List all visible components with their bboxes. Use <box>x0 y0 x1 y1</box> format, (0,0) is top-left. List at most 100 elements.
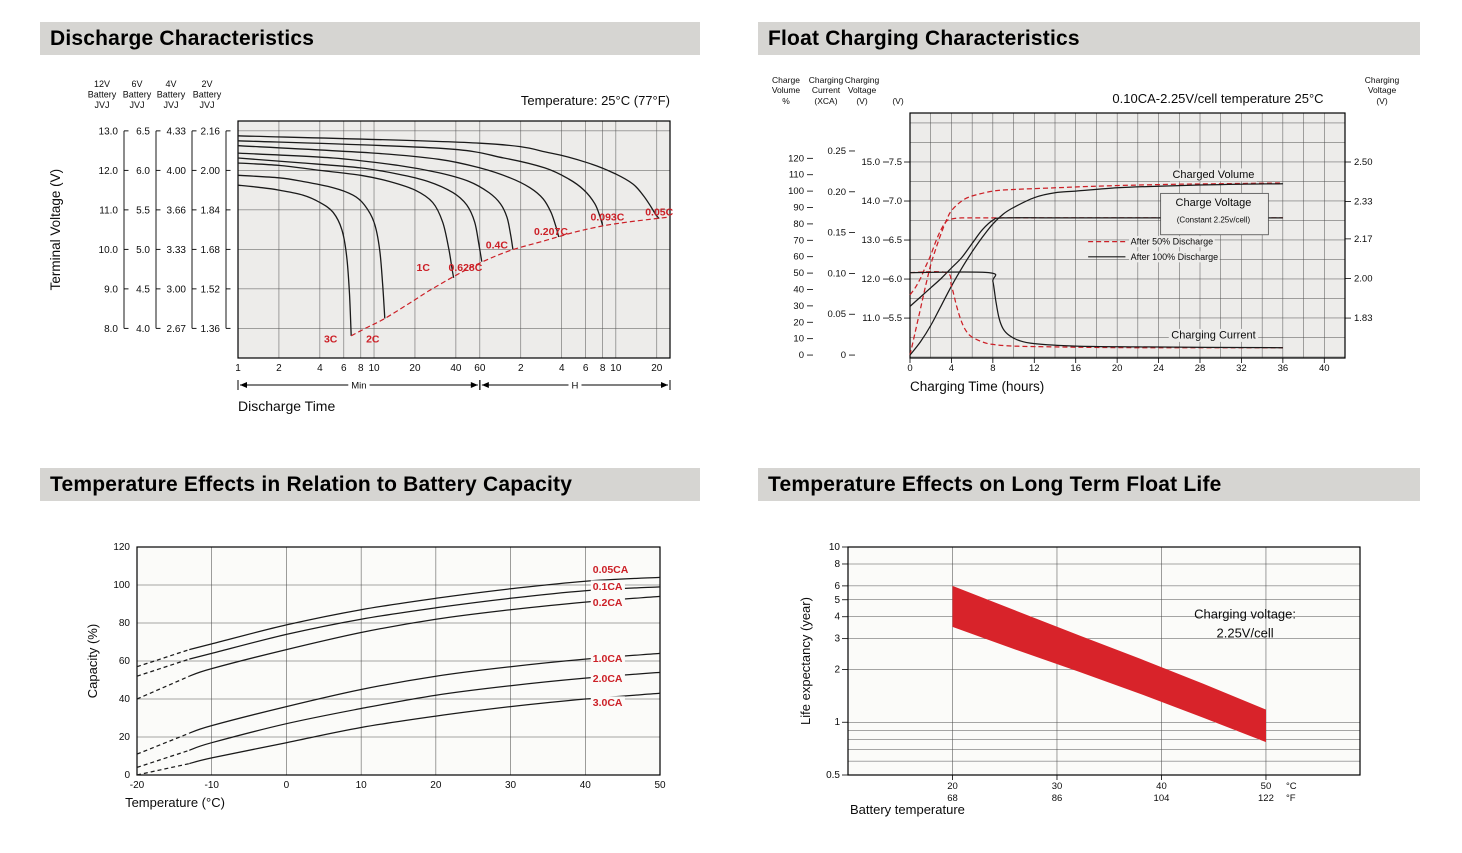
x-unit-celsius: °C <box>1286 781 1297 792</box>
axis-unit: % <box>782 96 790 106</box>
x-tick: 50 <box>654 780 666 791</box>
axis-tick: 7.0 <box>889 196 902 207</box>
x-tick: 10 <box>356 780 368 791</box>
rate-label-1C: 1C <box>416 262 430 274</box>
x-tick: 20 <box>430 780 442 791</box>
chart-annotation: Charging voltage: <box>1194 607 1296 622</box>
legend-entry: After 50% Discharge <box>1131 237 1214 247</box>
x-tick-min: 10 <box>368 363 380 374</box>
scale-tick: 8.0 <box>104 324 118 335</box>
chart-annotation: 0.10CA-2.25V/cell temperature 25°C <box>1112 91 1323 106</box>
x-tick: 40 <box>1319 363 1330 374</box>
axis-header: Current <box>812 85 841 95</box>
rate-label-0.05C: 0.05C <box>645 206 673 218</box>
axis-tick: 40 <box>793 284 804 295</box>
x-axis-label: Temperature (°C) <box>125 795 225 810</box>
section-title-bar: Temperature Effects on Long Term Float L… <box>758 468 1420 501</box>
x-tick-celsius: 20 <box>947 781 958 792</box>
y-tick: 0 <box>124 770 130 781</box>
rate-label-3C: 3C <box>324 333 338 345</box>
scale-tick: 12.0 <box>99 166 119 177</box>
y-tick: 2 <box>834 664 840 675</box>
x-tick-hour: 4 <box>559 363 565 374</box>
rate-label-0.1CA: 0.1CA <box>593 581 623 593</box>
plot-border <box>909 112 1346 359</box>
axis-tick: 120 <box>788 153 804 164</box>
x-unit-fahrenheit: °F <box>1286 793 1296 804</box>
x-tick-min: 60 <box>474 363 486 374</box>
scale-tick: 13.0 <box>99 126 119 137</box>
y-tick: 0.5 <box>826 770 840 781</box>
axis-tick: 20 <box>793 317 804 328</box>
scale-tick: 4.0 <box>136 324 150 335</box>
axis-tick: 14.0 <box>862 196 881 207</box>
x-tick-min: 20 <box>409 363 421 374</box>
arrowhead-right <box>661 382 668 388</box>
axis-tick: 0 <box>799 350 804 361</box>
x-tick-hour: 2 <box>518 363 524 374</box>
rate-label-2C: 2C <box>366 333 380 345</box>
scale-tick: 4.00 <box>167 166 187 177</box>
axis-header: Voltage <box>848 85 877 95</box>
axis-tick: 70 <box>793 235 804 246</box>
axis-tick: 60 <box>793 252 804 263</box>
plot-area <box>910 113 1345 358</box>
scale-header: Battery <box>123 90 152 100</box>
scale-header: 12V <box>94 79 110 89</box>
x-tick: 0 <box>284 780 290 791</box>
x-tick-celsius: 30 <box>1052 781 1063 792</box>
panel-discharge-characteristics: Discharge Characteristics 3C 2C 1C 0.628C 0.… <box>40 22 700 423</box>
capacity-curve-0.1CA <box>189 586 661 660</box>
capacity-curve-1.0CA <box>189 652 661 734</box>
section-title: Float Charging Characteristics <box>768 26 1080 50</box>
scale-tick: 1.36 <box>201 324 221 335</box>
axis-tick: 90 <box>793 203 804 214</box>
axis-header: Charging <box>809 75 844 85</box>
capacity-curve-0.2CA <box>189 595 661 677</box>
temperature-note: Temperature: 25°C (77°F) <box>521 93 670 108</box>
axis-header: Voltage <box>1368 85 1397 95</box>
rate-label-0.207C: 0.207C <box>534 226 568 238</box>
x-axis-label: Discharge Time <box>238 398 335 414</box>
axis-tick: 2.50 <box>1354 157 1373 168</box>
scale-tick: 2.67 <box>167 324 187 335</box>
scale-header: Battery <box>88 90 117 100</box>
y-tick: 3 <box>834 634 840 645</box>
discharge-curve-1C <box>237 162 455 278</box>
scale-header: JVJ <box>129 100 144 110</box>
inline-label: Charge Voltage <box>1176 197 1252 209</box>
arrowhead-right <box>470 382 478 388</box>
scale-tick: 5.0 <box>136 245 150 256</box>
axis-tick: 12.0 <box>862 274 881 285</box>
scale-tick: 1.84 <box>201 205 221 216</box>
axis-tick: 100 <box>788 186 804 197</box>
section-title: Temperature Effects in Relation to Batte… <box>50 472 573 496</box>
scale-header: JVJ <box>163 100 178 110</box>
axis-unit: (V) <box>1376 96 1388 106</box>
rate-label-0.628C: 0.628C <box>449 262 483 274</box>
x-tick: 4 <box>949 363 954 374</box>
discharge-curve-0.628C <box>237 157 483 262</box>
x-tick-min: 40 <box>450 363 462 374</box>
scale-tick: 1.68 <box>201 245 221 256</box>
capacity-curve-0.05CA <box>189 576 661 651</box>
axis-unit: (XCA) <box>814 96 837 106</box>
float-series-charging-current-after-100 <box>909 271 1283 349</box>
x-tick-min: 4 <box>317 363 323 374</box>
x-tick-fahrenheit: 122 <box>1258 793 1274 804</box>
scale-tick: 6.0 <box>136 166 150 177</box>
scale-header: 6V <box>131 79 142 89</box>
inline-label: Charging Current <box>1171 329 1255 341</box>
scale-tick: 4.5 <box>136 284 150 295</box>
scale-tick: 2.16 <box>201 126 221 137</box>
y-tick: 60 <box>119 656 131 667</box>
scale-header: JVJ <box>199 100 214 110</box>
x-tick-fahrenheit: 86 <box>1052 793 1063 804</box>
x-tick: 20 <box>1112 363 1123 374</box>
float-life-chart: 1086543210.5206830864010450122°C°FChargi… <box>798 542 1361 817</box>
x-tick-fahrenheit: 104 <box>1154 793 1170 804</box>
section-title: Temperature Effects on Long Term Float L… <box>768 472 1222 496</box>
y-tick: 4 <box>834 612 840 623</box>
plot-area <box>238 121 670 358</box>
axis-tick: 7.5 <box>889 157 902 168</box>
